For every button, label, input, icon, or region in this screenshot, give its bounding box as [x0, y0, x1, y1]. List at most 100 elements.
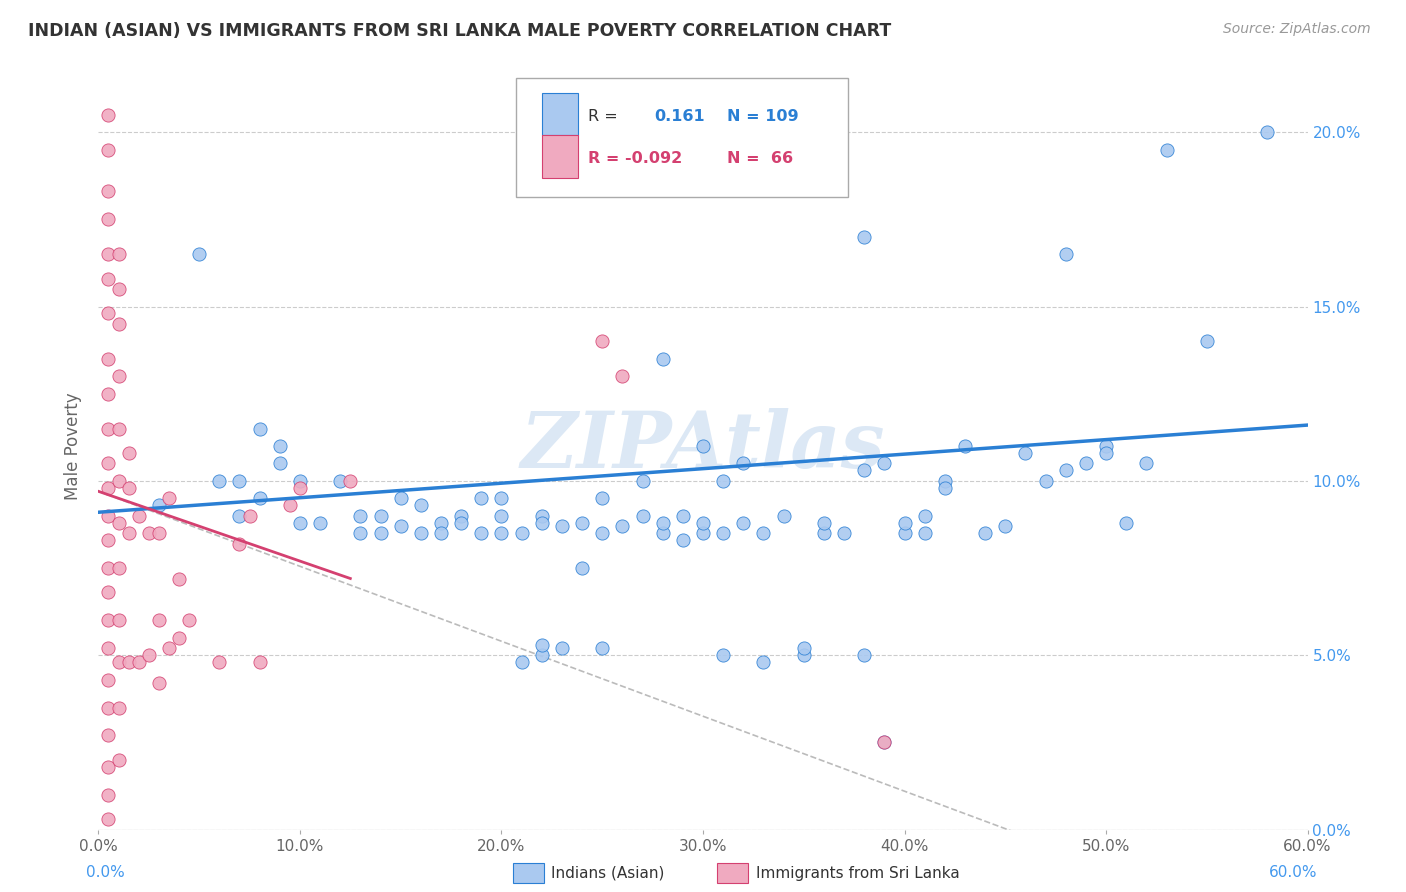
Point — [97, 481, 120, 495]
Point — [228, 474, 250, 488]
Point — [612, 519, 634, 533]
Text: INDIAN (ASIAN) VS IMMIGRANTS FROM SRI LANKA MALE POVERTY CORRELATION CHART: INDIAN (ASIAN) VS IMMIGRANTS FROM SRI LA… — [28, 22, 891, 40]
Point — [651, 516, 673, 530]
Point — [934, 474, 956, 488]
Text: Source: ZipAtlas.com: Source: ZipAtlas.com — [1223, 22, 1371, 37]
Point — [389, 491, 412, 506]
Point — [107, 247, 129, 261]
Point — [97, 386, 120, 401]
Point — [148, 526, 170, 541]
Point — [873, 735, 896, 749]
Point — [530, 508, 553, 523]
Point — [97, 673, 120, 687]
Point — [138, 526, 160, 541]
Point — [873, 457, 896, 471]
Text: N = 109: N = 109 — [727, 109, 799, 124]
Point — [491, 526, 513, 541]
Point — [97, 108, 120, 122]
Point — [148, 613, 170, 627]
Point — [612, 369, 634, 384]
Point — [510, 655, 533, 669]
Point — [179, 613, 201, 627]
Point — [934, 481, 956, 495]
Text: 60.0%: 60.0% — [1270, 865, 1317, 880]
Point — [118, 481, 141, 495]
Point — [853, 229, 876, 244]
Point — [370, 526, 392, 541]
Point — [1095, 446, 1118, 460]
Point — [591, 641, 613, 656]
Point — [97, 533, 120, 548]
Point — [1156, 143, 1178, 157]
Point — [491, 508, 513, 523]
Point — [1054, 463, 1077, 477]
Point — [510, 526, 533, 541]
Point — [167, 631, 190, 645]
Point — [409, 498, 432, 512]
Point — [430, 516, 453, 530]
Point — [733, 457, 755, 471]
Point — [97, 788, 120, 802]
Point — [470, 491, 492, 506]
Point — [97, 351, 120, 366]
Point — [278, 498, 301, 512]
Point — [813, 516, 835, 530]
Point — [167, 572, 190, 586]
Point — [288, 474, 311, 488]
Point — [249, 491, 271, 506]
Point — [631, 474, 654, 488]
Point — [309, 516, 332, 530]
Point — [288, 481, 311, 495]
Point — [97, 641, 120, 656]
Point — [893, 516, 915, 530]
Point — [692, 439, 714, 453]
Text: Indians (Asian): Indians (Asian) — [551, 866, 665, 880]
Point — [692, 516, 714, 530]
Point — [208, 655, 231, 669]
Point — [733, 516, 755, 530]
Point — [853, 648, 876, 663]
Text: 0.161: 0.161 — [655, 109, 706, 124]
Point — [672, 508, 695, 523]
Point — [97, 212, 120, 227]
Point — [118, 526, 141, 541]
Point — [631, 508, 654, 523]
Point — [107, 421, 129, 435]
Point — [97, 760, 120, 774]
Point — [208, 474, 231, 488]
Text: 0.0%: 0.0% — [86, 865, 125, 880]
Point — [711, 474, 734, 488]
Point — [128, 655, 150, 669]
Point — [107, 282, 129, 296]
Point — [793, 641, 815, 656]
Point — [409, 526, 432, 541]
Point — [530, 516, 553, 530]
Point — [873, 735, 896, 749]
Point — [239, 508, 262, 523]
Point — [107, 474, 129, 488]
Point — [813, 526, 835, 541]
Point — [288, 516, 311, 530]
Point — [370, 508, 392, 523]
Point — [1014, 446, 1036, 460]
Point — [1035, 474, 1057, 488]
Point — [329, 474, 352, 488]
Point — [591, 334, 613, 349]
Point — [591, 491, 613, 506]
Point — [97, 306, 120, 320]
Point — [994, 519, 1017, 533]
Point — [530, 648, 553, 663]
Point — [450, 508, 472, 523]
Text: Immigrants from Sri Lanka: Immigrants from Sri Lanka — [756, 866, 960, 880]
Point — [711, 648, 734, 663]
FancyBboxPatch shape — [543, 136, 578, 178]
Point — [269, 457, 291, 471]
Point — [228, 508, 250, 523]
Point — [893, 526, 915, 541]
Point — [711, 526, 734, 541]
Point — [853, 463, 876, 477]
Point — [97, 271, 120, 285]
Point — [118, 446, 141, 460]
Point — [430, 526, 453, 541]
Point — [97, 247, 120, 261]
